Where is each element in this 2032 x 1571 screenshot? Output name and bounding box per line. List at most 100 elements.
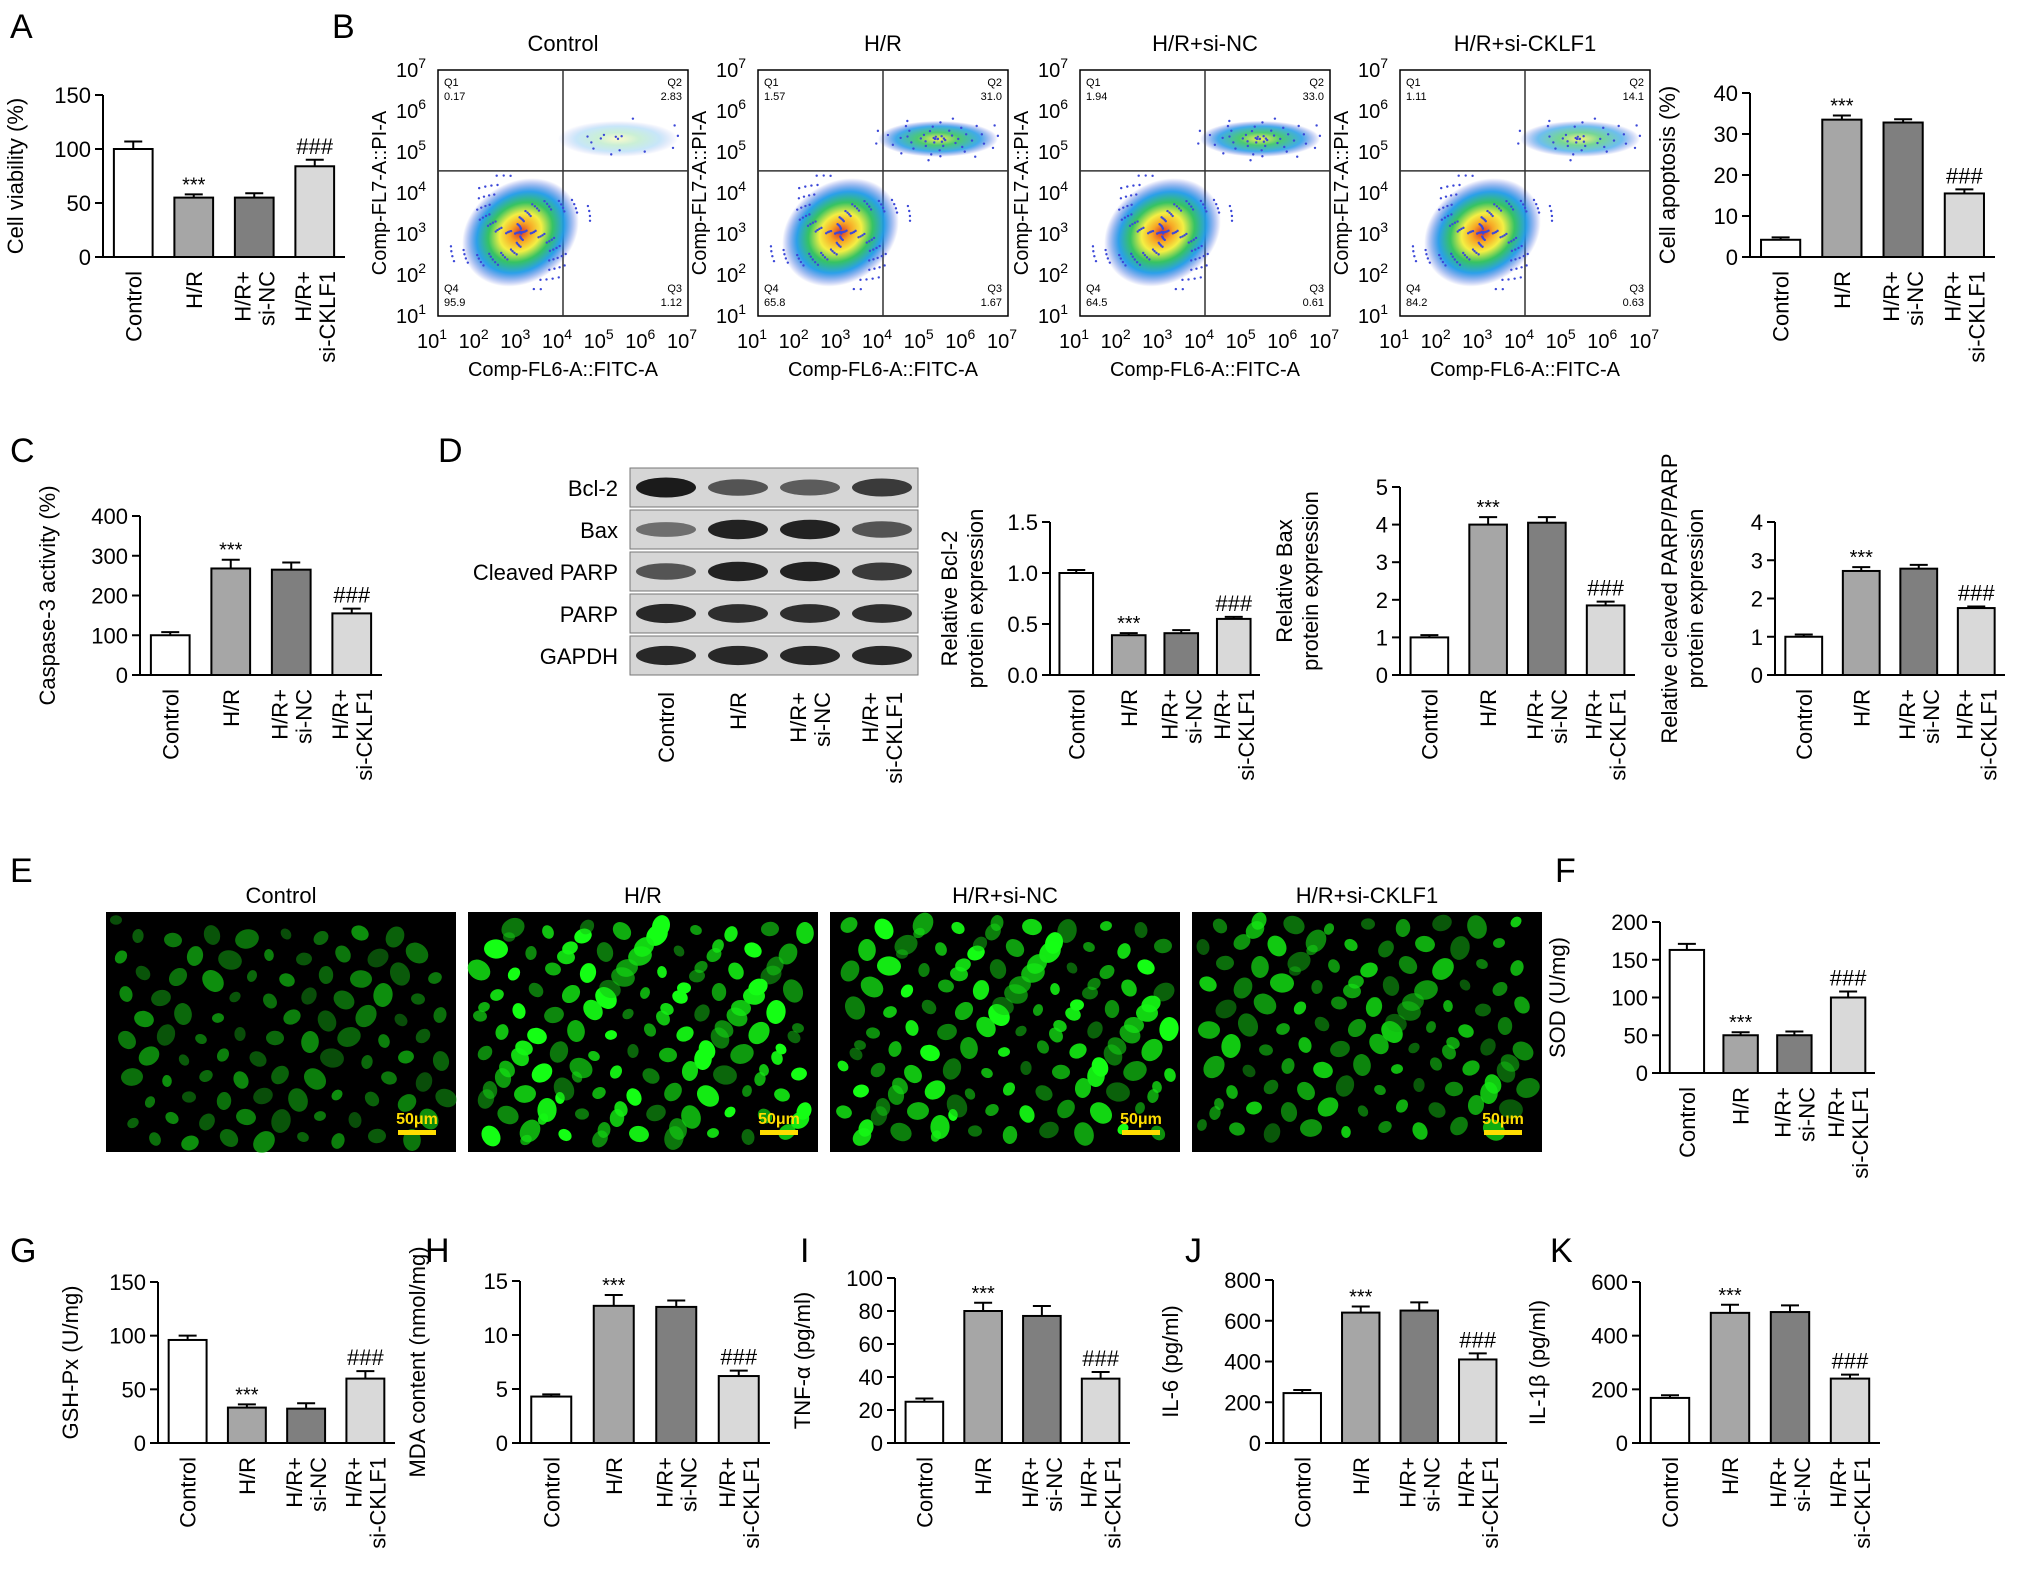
cell <box>1089 1102 1113 1124</box>
cell <box>731 999 751 1017</box>
event-point <box>1612 139 1616 142</box>
cell <box>497 1105 519 1125</box>
event-point <box>1453 258 1456 261</box>
y-tick-label: 0 <box>871 1431 883 1456</box>
event-point <box>631 117 635 120</box>
cell <box>954 1001 974 1021</box>
event-point <box>539 235 542 238</box>
category-label: H/R+ <box>1770 1087 1795 1138</box>
event-point <box>814 230 817 233</box>
quadrant-value: 0.17 <box>444 91 465 103</box>
cell <box>626 1088 642 1106</box>
event-point <box>1450 252 1453 256</box>
event-point <box>1151 174 1154 178</box>
category-label: H/R+ <box>1940 271 1965 322</box>
cell <box>912 912 934 936</box>
cell <box>1395 1099 1409 1113</box>
event-point <box>548 205 551 208</box>
event-point <box>833 232 837 235</box>
cell <box>1263 1123 1281 1143</box>
cell <box>499 1060 515 1078</box>
event-point <box>1282 126 1285 130</box>
cell <box>138 1046 160 1066</box>
event-point <box>1255 137 1259 141</box>
event-point <box>1488 211 1491 214</box>
quadrant-value: 1.57 <box>764 91 785 103</box>
event-point <box>942 137 946 140</box>
protein-band <box>780 561 840 582</box>
cell <box>435 1088 457 1108</box>
cell <box>397 1094 417 1112</box>
cell <box>900 984 914 998</box>
category-label: H/R <box>602 1457 627 1495</box>
category-label: Control <box>539 1457 564 1528</box>
event-point <box>511 250 514 253</box>
flow-plot: H/R Q1 1.57 Q2 31.0 Q4 65.8 Q3 1.67 101 102 103 104 1… <box>689 31 1017 381</box>
event-point <box>1518 256 1521 260</box>
bar <box>1943 192 1985 258</box>
cell <box>331 1089 343 1101</box>
cell <box>1057 1099 1075 1119</box>
flow-y-tick-label: 101 <box>396 301 426 328</box>
cell <box>355 1004 377 1028</box>
event-point <box>982 142 986 145</box>
event-point <box>804 204 807 208</box>
cell <box>528 982 544 998</box>
event-point <box>1548 204 1552 208</box>
event-point <box>1179 236 1182 239</box>
panel-letter-k: K <box>1550 1232 1573 1270</box>
event-point <box>1179 209 1183 212</box>
event-point <box>1564 133 1568 137</box>
event-point <box>1230 219 1234 223</box>
event-point <box>1135 193 1138 196</box>
cell <box>385 926 405 948</box>
quadrant-name: Q3 <box>1629 283 1644 295</box>
cell <box>415 1028 431 1044</box>
event-point <box>548 249 552 253</box>
cell <box>937 1023 957 1041</box>
cell <box>1314 1016 1330 1032</box>
event-point <box>545 278 548 281</box>
event-point <box>1473 250 1476 253</box>
event-point <box>1413 254 1416 258</box>
event-point <box>1550 219 1554 223</box>
event-point <box>863 232 866 236</box>
category-label: H/R <box>1349 1457 1374 1495</box>
event-point <box>586 135 589 138</box>
category-label: Control <box>1064 689 1089 760</box>
event-point <box>816 263 820 267</box>
cell <box>135 965 151 981</box>
event-point <box>1490 213 1493 216</box>
cell <box>1300 1119 1322 1137</box>
cell <box>1516 1078 1540 1098</box>
cell <box>924 1080 946 1100</box>
flow-plot: H/R+si-NC Q1 1.94 Q2 33.0 Q4 64.5 Q3 0.61 101 102 1… <box>1011 31 1339 381</box>
cell <box>711 983 727 1001</box>
cell <box>622 1008 634 1020</box>
category-label: si-CKLF1 <box>365 1457 390 1549</box>
event-point <box>1458 263 1462 267</box>
cell <box>1497 1017 1513 1035</box>
event-point <box>854 229 857 233</box>
y-tick-label: 1.5 <box>1007 510 1038 535</box>
event-point <box>831 250 834 253</box>
cell <box>1107 1037 1127 1055</box>
event-point <box>940 140 944 143</box>
category-label: si-CKLF1 <box>1101 1457 1126 1549</box>
cell <box>616 959 638 977</box>
scale-bar <box>760 1130 798 1135</box>
event-point <box>1449 194 1453 197</box>
cell <box>1492 981 1508 997</box>
cell <box>921 999 937 1015</box>
panel-letter-a: A <box>10 8 33 46</box>
event-point <box>500 251 503 255</box>
bar <box>904 1400 945 1444</box>
cell <box>759 1064 769 1076</box>
event-point <box>875 142 878 145</box>
category-label: H/R+ <box>652 1457 677 1508</box>
event-point <box>906 204 910 208</box>
event-point <box>1203 206 1207 210</box>
event-point <box>1463 254 1467 257</box>
cell <box>229 991 241 1003</box>
bar <box>1649 1396 1691 1445</box>
